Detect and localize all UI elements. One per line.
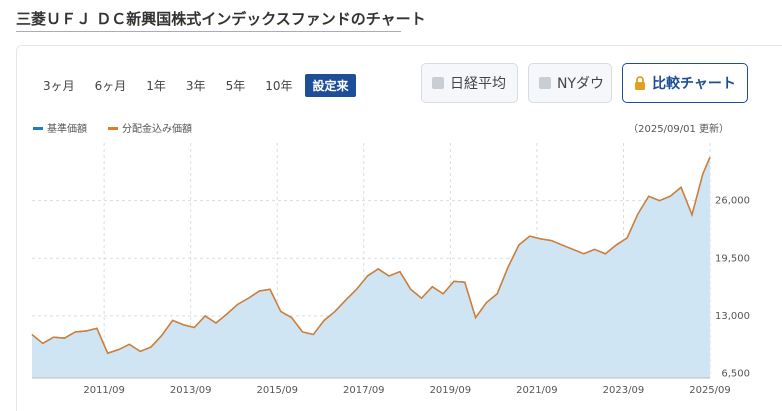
x-tick-label: 2023/09 — [603, 385, 645, 396]
checkbox — [432, 77, 444, 89]
legend-label: 分配金込み価額 — [122, 122, 192, 135]
period-tab[interactable]: 1年 — [146, 79, 166, 93]
area — [32, 157, 710, 378]
period-tab[interactable]: 10年 — [265, 79, 293, 93]
button-label: 比較チャート — [652, 76, 736, 92]
compare-chart-button[interactable]: 比較チャート — [622, 63, 748, 103]
period-tab[interactable]: 3ヶ月 — [43, 79, 75, 93]
x-tick-label: 2011/09 — [83, 385, 125, 396]
page-title: 三菱ＵＦＪ ＤＣ新興国株式インデックスファンドのチャート — [16, 10, 426, 28]
y-tick-label: 19,500 — [715, 253, 750, 264]
x-tick-label: 2021/09 — [516, 385, 558, 396]
period-tabs: 3ヶ月 6ヶ月 1年 3年 5年 10年 設定来 — [36, 74, 362, 97]
x-tick-label: 2025/09 — [689, 385, 731, 396]
period-tab[interactable]: 3年 — [185, 79, 206, 93]
x-tick-label: 2017/09 — [343, 385, 385, 396]
x-tick-label: 2019/09 — [430, 385, 472, 396]
period-tab[interactable]: 5年 — [225, 79, 246, 93]
compare-label: 日経平均 — [450, 76, 506, 92]
y-tick-label: 13,000 — [715, 311, 750, 322]
series-line — [31, 156, 711, 355]
compare-toggle[interactable]: 日経平均 — [421, 63, 518, 103]
legend-swatch — [33, 127, 43, 130]
compare-label: NYダウ — [557, 76, 605, 92]
x-tick-label: 2015/09 — [256, 385, 298, 396]
compare-toggle[interactable]: NYダウ — [528, 63, 612, 103]
x-tick-label: 2013/09 — [170, 385, 212, 396]
legend-label: 基準価額 — [47, 122, 87, 135]
title-underline — [16, 31, 401, 32]
period-tab[interactable]: 設定来 — [305, 74, 356, 97]
checkbox — [539, 77, 551, 89]
legend-swatch — [108, 127, 118, 130]
period-tab[interactable]: 6ヶ月 — [94, 79, 127, 93]
updated-note: （2025/09/01 更新） — [628, 122, 729, 135]
lock-icon — [635, 75, 646, 90]
y-tick-label: 26,000 — [715, 196, 750, 207]
y-tick-label: 6,500 — [721, 369, 750, 380]
